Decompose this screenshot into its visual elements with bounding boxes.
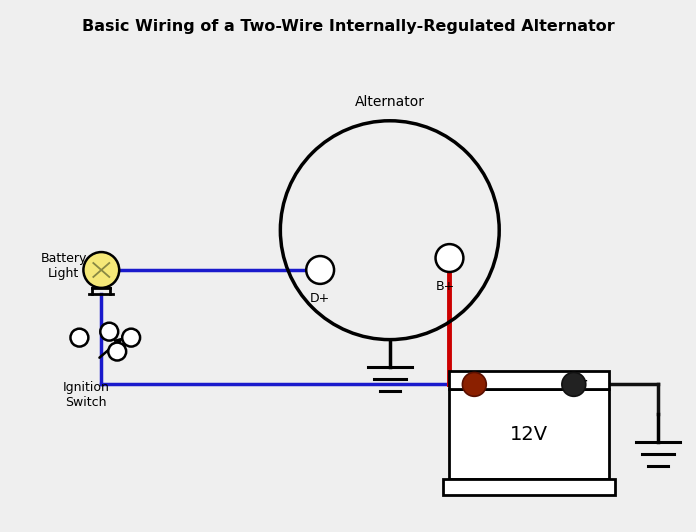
Circle shape — [306, 256, 334, 284]
Text: Basic Wiring of a Two-Wire Internally-Regulated Alternator: Basic Wiring of a Two-Wire Internally-Re… — [81, 19, 615, 34]
Text: Battery
Light: Battery Light — [40, 252, 87, 280]
Circle shape — [562, 372, 586, 396]
Bar — [443, 479, 615, 495]
Text: −: − — [574, 371, 587, 389]
Text: +: + — [470, 371, 484, 389]
Text: B+: B+ — [436, 280, 455, 293]
Bar — [450, 371, 608, 389]
Text: Ignition
Switch: Ignition Switch — [63, 381, 110, 410]
Text: 12V: 12V — [510, 425, 548, 444]
Circle shape — [84, 252, 119, 288]
Circle shape — [462, 372, 487, 396]
Text: Alternator: Alternator — [355, 95, 425, 109]
Bar — [450, 389, 608, 479]
Circle shape — [100, 323, 118, 340]
Text: D+: D+ — [310, 292, 331, 305]
Circle shape — [109, 343, 126, 361]
Circle shape — [122, 329, 140, 346]
Circle shape — [436, 244, 464, 272]
Circle shape — [70, 329, 88, 346]
